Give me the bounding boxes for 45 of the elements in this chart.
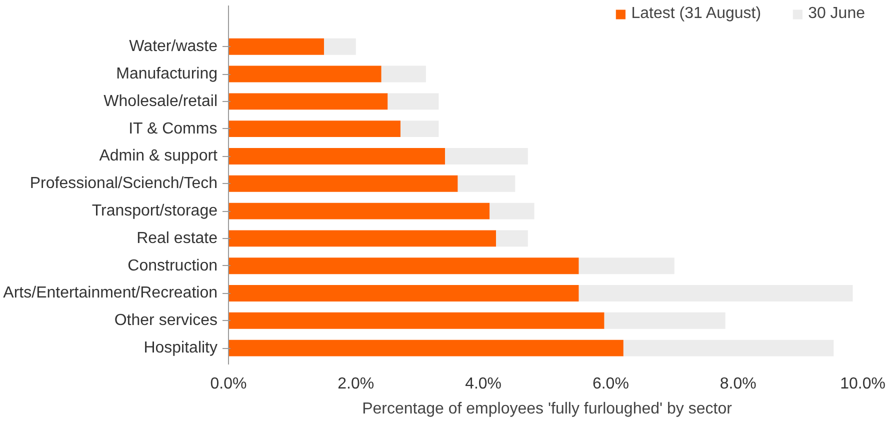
bar (228, 258, 579, 274)
bar (228, 66, 382, 82)
bar (228, 93, 388, 110)
bar (445, 148, 528, 164)
bar (228, 175, 458, 192)
y-tick-label: Transport/storage (92, 202, 218, 220)
bar (490, 202, 534, 220)
bar (324, 38, 356, 55)
bar (228, 285, 579, 302)
bar (228, 148, 446, 164)
y-tick-label: Manufacturing (116, 66, 218, 83)
bar (228, 340, 624, 356)
y-tick-label: Water/waste (129, 38, 218, 56)
bar (388, 93, 439, 110)
legend-label: Latest (31 August) (631, 5, 762, 23)
bar (381, 66, 426, 82)
y-tick-label: Hospitality (144, 340, 218, 357)
y-tick-label: Arts/Entertainment/Recreation (3, 284, 218, 302)
y-tick-label: IT & Comms (128, 120, 218, 138)
x-axis-title: Percentage of employees 'fully furloughed' by sector (362, 400, 733, 418)
bar (578, 258, 674, 274)
bar (578, 285, 853, 302)
x-tick-label: 8.0% (720, 376, 756, 392)
bar (228, 38, 324, 55)
x-tick-label: 4.0% (465, 376, 502, 392)
y-tick-label: Professional/Sciench/Tech (30, 175, 218, 192)
bar (400, 120, 439, 138)
bar (228, 312, 604, 329)
x-tick-label: 10.0% (840, 376, 886, 392)
bar (496, 230, 528, 247)
y-tick-label: Construction (128, 257, 218, 274)
bar (228, 120, 400, 138)
legend-label: 30 June (808, 5, 865, 23)
bar (228, 202, 490, 220)
bar (228, 230, 496, 247)
y-tick-label: Admin & support (99, 148, 218, 165)
bar (623, 340, 834, 356)
y-tick-label: Real estate (136, 230, 218, 247)
x-tick-label: 6.0% (592, 376, 629, 392)
y-tick-label: Other services (114, 312, 218, 330)
bar (604, 312, 726, 329)
y-tick-label: Wholesale/retail (104, 92, 218, 110)
x-tick-label: 0.0% (210, 376, 247, 392)
bar (458, 175, 516, 192)
x-tick-label: 2.0% (338, 376, 374, 392)
